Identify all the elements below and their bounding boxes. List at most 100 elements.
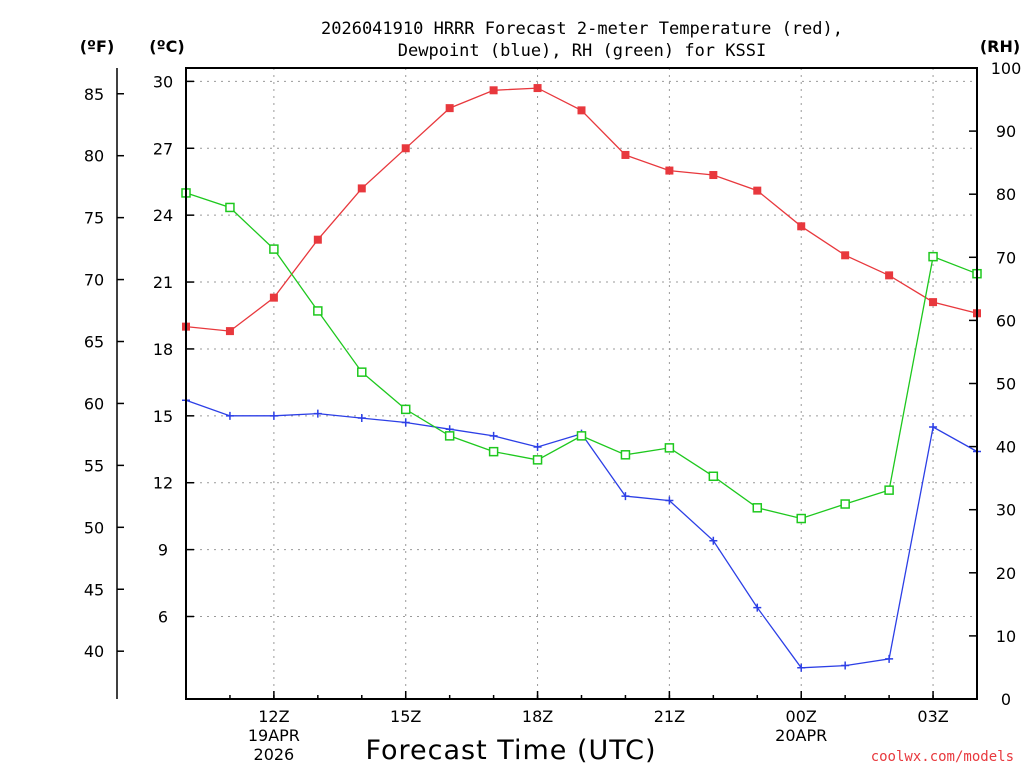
rh-tick-label: 30 — [996, 501, 1016, 520]
dewpoint-point — [621, 492, 630, 501]
date-label: 19APR — [248, 726, 300, 745]
rh-point — [840, 499, 850, 509]
fahrenheit-tick-label: 60 — [84, 394, 104, 413]
rh-point — [444, 431, 455, 441]
rh-point — [884, 485, 894, 495]
dewpoint-point — [753, 603, 762, 612]
dewpoint-point — [709, 536, 718, 545]
celsius-tick-label: 6 — [158, 608, 168, 627]
temperature-point — [269, 293, 278, 302]
celsius-tick-label: 18 — [153, 340, 173, 359]
x-axis-title: Forecast Time (UTC) — [365, 735, 656, 766]
temperature-point — [797, 222, 806, 231]
dewpoint-point — [269, 411, 278, 420]
rh-tick-label: 20 — [996, 564, 1016, 583]
fahrenheit-tick-label: 70 — [84, 271, 104, 290]
dewpoint-point — [401, 418, 410, 427]
rh-point — [357, 367, 367, 377]
rh-tick-label: 50 — [996, 375, 1016, 394]
rh-tick-label: 0 — [1001, 690, 1011, 709]
temperature-line — [185, 87, 978, 332]
unit-label-rh: (RH) — [980, 37, 1020, 56]
dewpoint-point — [225, 411, 234, 420]
fahrenheit-tick-label: 65 — [84, 333, 104, 352]
celsius-tick-label: 21 — [153, 273, 173, 292]
dewpoint-point — [929, 422, 938, 431]
fahrenheit-tick-label: 55 — [84, 456, 104, 475]
temperature-point — [445, 104, 454, 113]
dewpoint-point — [665, 496, 674, 505]
rh-tick-label: 90 — [996, 122, 1016, 141]
grid-lines — [186, 68, 977, 699]
temperature-point — [533, 84, 542, 93]
dewpoint-point — [313, 409, 322, 418]
celsius-tick-label: 9 — [158, 541, 168, 560]
rh-point — [620, 450, 631, 460]
celsius-tick-label: 12 — [153, 474, 173, 493]
rh-point — [313, 306, 323, 316]
series-layer — [181, 84, 982, 672]
rh-point — [400, 404, 411, 415]
rh-point — [664, 443, 675, 453]
date-label: 20APR — [775, 726, 827, 745]
rh-point — [796, 513, 806, 524]
rh-point — [225, 202, 235, 213]
rh-tick-label: 70 — [996, 248, 1016, 267]
unit-label-fahrenheit: (ºF) — [80, 37, 115, 56]
rh-tick-label: 100 — [991, 59, 1022, 78]
temperature-point — [401, 144, 410, 153]
temperature-point — [709, 171, 718, 180]
temperature-point — [665, 166, 674, 175]
temperature-point — [753, 186, 762, 195]
rh-tick-label: 40 — [996, 438, 1016, 457]
time-tick-label: 21Z — [654, 707, 685, 726]
time-tick-label: 15Z — [390, 707, 421, 726]
temperature-point — [577, 106, 586, 115]
celsius-tick-label: 24 — [153, 206, 173, 225]
unit-label-celsius: (ºC) — [149, 37, 184, 56]
temperature-point — [313, 235, 322, 244]
axis-ticks: 3027242118151296858075706560555045401009… — [84, 59, 1021, 764]
time-tick-label: 00Z — [786, 707, 817, 726]
dewpoint-point — [841, 661, 850, 670]
year-label: 2026 — [254, 745, 295, 764]
fahrenheit-tick-label: 45 — [84, 580, 104, 599]
dewpoint-point — [533, 443, 542, 452]
credit-text: coolwx.com/models — [871, 749, 1014, 765]
plot-frame — [185, 67, 978, 700]
celsius-tick-label: 27 — [153, 139, 173, 158]
time-tick-label: 03Z — [917, 707, 948, 726]
temperature-point — [489, 86, 498, 95]
dewpoint-point — [885, 654, 894, 663]
rh-point — [752, 503, 763, 513]
time-tick-label: 18Z — [522, 707, 553, 726]
dewpoint-point — [797, 663, 806, 672]
rh-point — [488, 446, 499, 457]
chart-title-line2: Dewpoint (blue), RH (green) for KSSI — [398, 41, 766, 61]
rh-line — [185, 192, 978, 520]
fahrenheit-tick-label: 50 — [84, 518, 104, 537]
fahrenheit-tick-label: 40 — [84, 642, 104, 661]
rh-point — [576, 431, 587, 441]
celsius-tick-label: 15 — [153, 407, 173, 426]
fahrenheit-tick-label: 75 — [84, 209, 104, 228]
dewpoint-point — [489, 431, 498, 440]
chart-title-line1: 2026041910 HRRR Forecast 2-meter Tempera… — [321, 19, 843, 39]
fahrenheit-tick-label: 85 — [84, 85, 104, 104]
time-tick-label: 12Z — [258, 707, 289, 726]
fahrenheit-tick-label: 80 — [84, 147, 104, 166]
temperature-point — [841, 251, 850, 260]
rh-point — [269, 244, 279, 254]
rh-point — [928, 251, 938, 262]
rh-tick-label: 10 — [996, 627, 1016, 646]
rh-tick-label: 60 — [996, 311, 1016, 330]
temperature-point — [621, 150, 630, 159]
temperature-point — [929, 298, 938, 307]
temperature-point — [885, 271, 894, 280]
dewpoint-point — [357, 414, 366, 423]
rh-tick-label: 80 — [996, 185, 1016, 204]
temperature-point — [225, 327, 234, 336]
rh-point — [532, 455, 543, 465]
celsius-tick-label: 30 — [153, 72, 173, 91]
